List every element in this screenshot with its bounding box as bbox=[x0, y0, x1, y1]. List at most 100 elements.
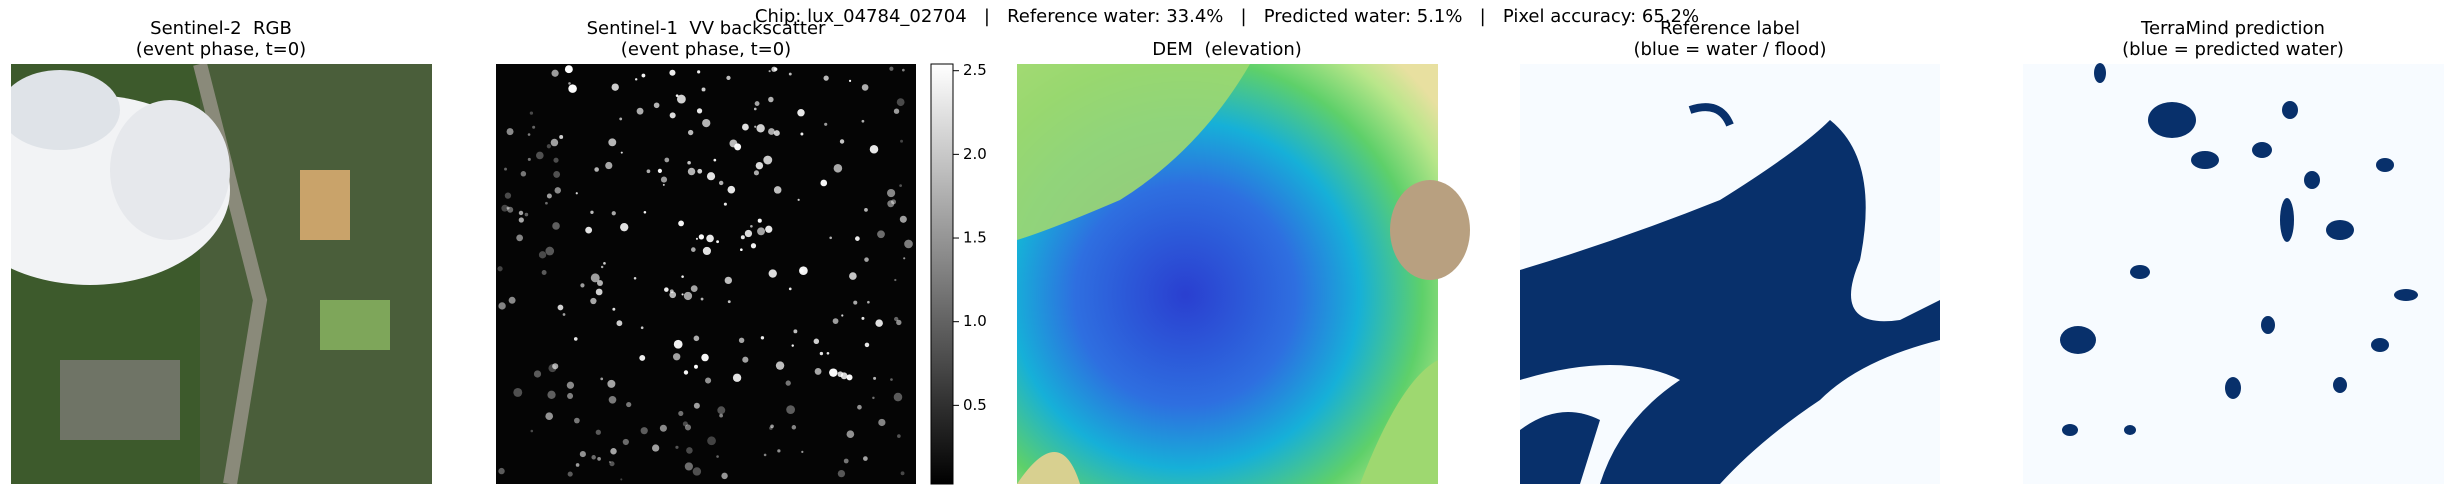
speckle-dot bbox=[557, 304, 564, 311]
speckle-dot bbox=[506, 206, 510, 210]
speckle-dot bbox=[585, 226, 593, 234]
speckle-dot bbox=[768, 96, 774, 103]
speckle-dot bbox=[620, 151, 623, 154]
speckle-dot bbox=[608, 138, 617, 147]
colorbar-tick-label: 1.5 bbox=[963, 229, 987, 247]
speckle-dot bbox=[676, 94, 686, 104]
speckle-dot bbox=[600, 265, 604, 269]
speckle-dot bbox=[611, 211, 616, 216]
suptitle: Chip: lux_04784_02704 | Reference water:… bbox=[755, 6, 1699, 27]
panel-title: TerraMind prediction bbox=[2140, 18, 2325, 39]
colorbar-tick-label: 2.0 bbox=[963, 145, 987, 163]
speckle-dot bbox=[662, 183, 665, 186]
speckle-dot bbox=[894, 278, 897, 282]
panel-subtitle: (blue = predicted water) bbox=[2122, 39, 2344, 60]
speckle-dot bbox=[833, 163, 843, 173]
speckle-dot bbox=[763, 453, 767, 457]
speckle-dot bbox=[567, 392, 574, 399]
speckle-dot bbox=[564, 65, 573, 74]
speckle-dot bbox=[620, 478, 623, 481]
speckle-dot bbox=[684, 424, 692, 431]
speckle-dot bbox=[619, 117, 623, 121]
speckle-dot bbox=[595, 288, 603, 296]
speckle-dot bbox=[508, 296, 516, 304]
speckle-dot bbox=[742, 356, 749, 363]
speckle-dot bbox=[545, 412, 554, 421]
speckle-dot bbox=[777, 449, 781, 453]
speckle-dot bbox=[636, 107, 644, 115]
speckle-dot bbox=[754, 125, 757, 128]
speckle-dot bbox=[575, 463, 580, 467]
speckle-dot bbox=[853, 300, 858, 305]
panel-subtitle: (event phase, t=0) bbox=[621, 39, 791, 60]
speckle-dot bbox=[552, 363, 559, 370]
speckle-dot bbox=[702, 118, 711, 128]
panel-title: DEM (elevation) bbox=[1152, 39, 1302, 60]
speckle-dot bbox=[611, 83, 619, 91]
speckle-dot bbox=[609, 461, 615, 467]
speckle-dot bbox=[701, 353, 709, 362]
speckle-dot bbox=[669, 291, 677, 299]
speckle-dot bbox=[894, 316, 899, 322]
speckle-dot bbox=[706, 172, 716, 181]
speckle-dot bbox=[541, 270, 547, 275]
speckle-dot bbox=[900, 139, 903, 143]
speckle-dot bbox=[546, 193, 552, 199]
speckle-dot bbox=[616, 320, 623, 327]
speckle-dot bbox=[550, 138, 559, 147]
speckle-dot bbox=[717, 406, 726, 415]
panel-title: Reference label bbox=[1660, 18, 1800, 39]
speckle-dot bbox=[672, 353, 681, 361]
speckle-dot bbox=[889, 66, 894, 71]
speckle-dot bbox=[799, 266, 808, 276]
speckle-dot bbox=[673, 339, 683, 349]
speckle-dot bbox=[530, 429, 534, 433]
speckle-dot bbox=[568, 84, 577, 93]
speckle-dot bbox=[547, 390, 556, 399]
speckle-dot bbox=[639, 354, 646, 361]
speckle-dot bbox=[773, 186, 782, 194]
speckle-dot bbox=[546, 144, 551, 149]
speckle-dot bbox=[574, 417, 580, 424]
speckle-dot bbox=[687, 167, 696, 176]
speckle-dot bbox=[533, 370, 542, 378]
speckle-dot bbox=[575, 192, 578, 195]
speckle-dot bbox=[698, 234, 705, 240]
speckle-dot bbox=[590, 297, 597, 305]
speckle-dot bbox=[524, 212, 529, 217]
speckle-dot bbox=[849, 272, 857, 280]
speckle-dot bbox=[643, 210, 647, 214]
speckle-dot bbox=[750, 243, 757, 249]
speckle-dot bbox=[768, 128, 775, 135]
speckle-dot bbox=[566, 381, 575, 389]
speckle-dot bbox=[553, 157, 559, 163]
speckle-dot bbox=[591, 455, 596, 460]
speckle-dot bbox=[678, 410, 684, 417]
speckle-dot bbox=[718, 180, 724, 186]
speckle-dot bbox=[633, 276, 637, 280]
speckle-dot bbox=[597, 457, 601, 461]
speckle-dot bbox=[612, 307, 616, 311]
speckle-dot bbox=[687, 160, 691, 165]
speckle-dot bbox=[800, 132, 804, 136]
speckle-dot bbox=[726, 75, 731, 81]
speckle-dot bbox=[622, 438, 629, 446]
speckle-dot bbox=[607, 379, 616, 388]
speckle-dot bbox=[896, 319, 902, 326]
speckle-dot bbox=[626, 401, 632, 408]
speckle-dot bbox=[797, 198, 800, 201]
speckle-dot bbox=[532, 125, 536, 129]
speckle-dot bbox=[846, 430, 855, 439]
speckle-dot bbox=[686, 447, 693, 454]
colorbar-tick-label: 2.5 bbox=[963, 61, 987, 79]
speckle-dot bbox=[900, 471, 905, 476]
speckle-dot bbox=[690, 247, 696, 252]
speckle-dot bbox=[498, 467, 505, 475]
speckle-dot bbox=[573, 337, 578, 341]
speckle-dot bbox=[857, 404, 862, 410]
speckle-dot bbox=[893, 392, 903, 402]
speckle-dot bbox=[754, 101, 760, 106]
speckle-dot bbox=[867, 300, 870, 304]
speckle-dot bbox=[840, 372, 848, 380]
